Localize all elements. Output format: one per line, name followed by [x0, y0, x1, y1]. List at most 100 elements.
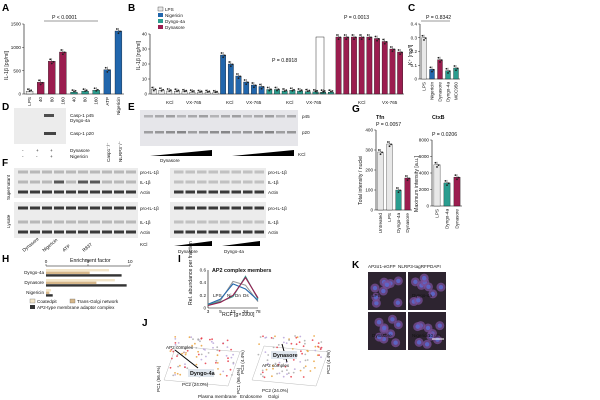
- bar: [103, 69, 111, 95]
- data-point: [119, 30, 121, 33]
- panel-i-ylabel: Rel. abundance per fraction: [188, 241, 194, 305]
- pca-point: [320, 346, 323, 349]
- data-point: [162, 88, 165, 91]
- data-point: [439, 61, 441, 63]
- tile-label: LPS: [372, 293, 381, 298]
- pca-point: [204, 362, 207, 365]
- band: [54, 170, 64, 174]
- nucleus: [376, 320, 382, 325]
- data-point: [360, 38, 363, 41]
- pca-point: [306, 359, 309, 361]
- panel-j-annot-right: AP2 complex: [262, 363, 290, 368]
- y-tick-label: 0.6: [200, 268, 207, 273]
- band: [18, 206, 28, 210]
- pca-point: [257, 353, 260, 356]
- pca-point: [200, 337, 203, 340]
- band: [42, 220, 52, 224]
- data-point: [434, 161, 437, 164]
- band: [185, 220, 195, 224]
- band: [126, 230, 136, 234]
- band: [155, 131, 164, 134]
- panel-g1-p: P = 0.0057: [376, 122, 401, 128]
- blot-f-r-tick: Dynasore: [178, 249, 198, 254]
- pca-point: [195, 347, 198, 349]
- pca-point: [277, 344, 280, 346]
- x-tick-label: 40: [38, 97, 43, 103]
- x-tick-label: LPS: [27, 97, 32, 106]
- data-point: [174, 88, 177, 91]
- data-point: [216, 90, 218, 93]
- panel-h-legend: Coatedpit Trans-Golgi network AP2-type m…: [29, 298, 119, 310]
- pca-point: [218, 349, 221, 352]
- panel-i-tag: Ds: [243, 293, 249, 298]
- pca-point: [274, 362, 277, 365]
- data-point: [293, 88, 295, 91]
- pca-point: [179, 364, 181, 367]
- pca-point: [265, 368, 268, 371]
- x-tick-label: 78: [255, 309, 261, 314]
- data-point: [396, 187, 398, 189]
- blot-f-l-label: Actin: [140, 230, 151, 235]
- pca-point: [205, 355, 207, 358]
- nucleus: [437, 323, 442, 328]
- x-tick-label: 160: [94, 97, 99, 105]
- pca-point: [261, 371, 264, 374]
- scale-label: 10 μm: [428, 333, 441, 338]
- data-point: [189, 89, 192, 92]
- band: [220, 180, 230, 184]
- pca-point: [229, 368, 232, 371]
- band: [254, 220, 264, 224]
- legend-item: Coatedpit: [37, 299, 57, 304]
- y-tick-label: 200: [365, 168, 373, 173]
- band: [66, 230, 76, 234]
- data-point: [447, 182, 450, 185]
- data-point: [73, 90, 75, 93]
- data-point: [379, 153, 382, 156]
- pca-point: [260, 373, 262, 376]
- data-point: [185, 89, 188, 92]
- data-point: [289, 87, 292, 90]
- pca-point: [209, 338, 211, 341]
- data-point: [71, 89, 74, 92]
- band: [18, 180, 28, 184]
- pca-point: [272, 346, 275, 349]
- data-point: [93, 87, 96, 90]
- panel-i-xlabel: RCF [g×1000]: [222, 312, 255, 318]
- data-point: [346, 36, 349, 39]
- nucleus: [396, 278, 401, 284]
- data-point: [381, 151, 383, 154]
- legend-swatch: [158, 25, 163, 29]
- micrographs: [368, 272, 446, 350]
- data-point: [456, 67, 459, 70]
- band: [90, 230, 100, 234]
- data-point: [405, 175, 407, 177]
- y-tick-label: 8000: [419, 138, 430, 143]
- data-point: [115, 28, 118, 30]
- blot-d-mark: +: [50, 148, 53, 153]
- arrow: [174, 349, 199, 369]
- data-point: [437, 164, 440, 167]
- pca-point: [282, 336, 285, 339]
- pca-floor: [163, 345, 241, 387]
- bar: [220, 54, 226, 95]
- y-tick-label: 100: [365, 188, 373, 193]
- y-tick-label: 40: [142, 32, 148, 37]
- band: [30, 230, 40, 234]
- pca-point: [300, 350, 302, 353]
- band: [243, 230, 253, 234]
- data-point: [223, 54, 226, 57]
- pca-point: [309, 370, 312, 372]
- f-ramp-2: [222, 241, 260, 246]
- pca-point: [314, 349, 317, 352]
- data-point: [63, 51, 66, 54]
- blot-f-right-bands: [174, 170, 264, 234]
- row-label: Dyngo-4a: [24, 270, 44, 275]
- pca-point: [262, 335, 264, 338]
- bar: [46, 281, 97, 284]
- chart-b: 0 10 20 30 40: [142, 32, 404, 97]
- data-point: [60, 49, 63, 51]
- data-point: [96, 88, 99, 91]
- band: [54, 190, 64, 194]
- band: [197, 170, 207, 174]
- band: [42, 230, 52, 234]
